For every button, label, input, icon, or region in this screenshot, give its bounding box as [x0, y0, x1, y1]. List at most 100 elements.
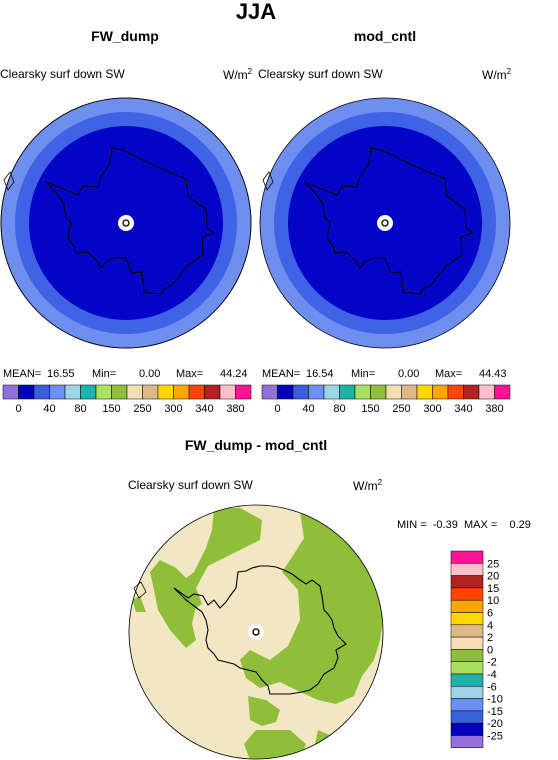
colorbar-tick-label: -6 — [487, 681, 497, 693]
colorbar-tick-label: -15 — [487, 706, 503, 718]
coast-fragment — [3, 171, 15, 191]
colorbar-swatch — [450, 673, 484, 687]
colorbar-swatch — [450, 624, 484, 638]
colorbar-swatch — [188, 384, 205, 400]
colorbar-swatch — [308, 384, 325, 400]
colorbar-swatch — [111, 384, 128, 400]
colorbar-tick-label: -25 — [487, 731, 503, 743]
colorbar-tick-label: 80 — [74, 403, 86, 415]
coast-fragment — [262, 171, 274, 191]
colorbar-tick-label: 0 — [487, 644, 493, 656]
colorbar-tick-label: 10 — [487, 595, 499, 607]
colorbar-swatch — [204, 384, 221, 400]
map-boundary — [0, 97, 252, 349]
colorbar-swatch — [277, 384, 294, 400]
units-label: W/m2 — [353, 478, 383, 493]
colorbar-tick-label: 0 — [274, 403, 280, 415]
colorbar-tick-label: 15 — [487, 583, 499, 595]
panel-fw-dump: FW_dump Clearsky surf down SW W/m2 MEAN=… — [0, 28, 253, 415]
colorbar-tick-label: -20 — [487, 718, 503, 730]
colorbar-swatch — [447, 384, 464, 400]
pole-marker — [377, 215, 393, 231]
colorbar-swatch — [450, 735, 484, 749]
colorbar-tick-label: 0 — [15, 403, 21, 415]
colorbar-swatch — [33, 384, 50, 400]
colorbar-tick-label: 300 — [164, 403, 182, 415]
colorbar-swatch — [235, 384, 252, 400]
colorbar-swatch — [450, 661, 484, 675]
pole-dot — [122, 219, 130, 227]
colorbar-swatch — [450, 710, 484, 724]
colorbar-swatch — [450, 563, 484, 576]
colorbar-swatch — [416, 384, 433, 400]
field-label: Clearsky surf down SW — [128, 478, 253, 492]
polar-map — [128, 504, 384, 760]
pole-dot — [381, 219, 389, 227]
region-outline — [173, 565, 347, 695]
stats-line: MIN = -0.39 MAX = 0.29 — [397, 519, 531, 531]
colorbar-swatch — [478, 384, 495, 400]
colorbar-swatch — [354, 384, 371, 400]
colorbar-swatch — [2, 384, 19, 400]
figure-title: JJA — [236, 0, 276, 24]
field-label: Clearsky surf down SW — [258, 67, 383, 81]
pole-marker — [118, 215, 134, 231]
panel-title: FW_dump - mod_cntl — [185, 437, 327, 453]
colorbar-swatch — [401, 384, 418, 400]
polar-map — [0, 97, 252, 349]
colorbar-swatch — [494, 384, 511, 400]
colorbar-tick-label: -2 — [487, 657, 497, 669]
region-outline — [45, 147, 216, 295]
colorbar-tick-label: 40 — [302, 403, 314, 415]
panel-title: FW_dump — [91, 28, 159, 44]
stats-line: MEAN= 16.54 Min= 0.00 Max= 44.43 — [262, 368, 507, 380]
panel-mod-cntl: mod_cntl Clearsky surf down SW W/m2 MEAN… — [258, 28, 512, 415]
units-label: W/m2 — [223, 67, 253, 82]
colorbar-swatch — [18, 384, 35, 400]
colorbar-swatch — [126, 384, 143, 400]
field-label: Clearsky surf down SW — [0, 67, 125, 81]
colorbar-swatch — [142, 384, 159, 400]
colorbar-swatch — [49, 384, 66, 400]
colorbar-tick-label: -4 — [487, 669, 497, 681]
colorbar-swatch — [95, 384, 112, 400]
colorbar-tick-label: 40 — [43, 403, 55, 415]
colorbar-tick-label: 150 — [102, 403, 120, 415]
colorbar-tick-label: 150 — [361, 403, 379, 415]
colorbar-tick-label: 2 — [487, 632, 493, 644]
colorbar-swatch — [450, 599, 484, 613]
colorbar-swatch — [450, 698, 484, 712]
colorbar-swatch — [450, 722, 484, 736]
colorbar-tick-label: -10 — [487, 694, 503, 706]
polar-map — [259, 97, 511, 349]
colorbar: 0 40 80 150 250 300 340 380 — [2, 384, 252, 415]
colorbar-swatch — [339, 384, 356, 400]
colorbar-tick-label: 300 — [423, 403, 441, 415]
colorbar-swatch — [370, 384, 387, 400]
colorbar-swatch — [450, 649, 484, 662]
colorbar-swatch — [173, 384, 190, 400]
colorbar-swatch — [64, 384, 81, 400]
colorbar-swatch — [463, 384, 480, 400]
pole-dot — [252, 628, 260, 636]
panel-title: mod_cntl — [354, 28, 416, 44]
colorbar-swatch — [450, 587, 484, 601]
colorbar-tick-label: 20 — [487, 571, 499, 583]
colorbar-swatch — [261, 384, 278, 400]
colorbar-swatch — [157, 384, 174, 400]
stats-line: MEAN= 16.55 Min= 0.00 Max= 44.24 — [3, 368, 248, 380]
colorbar-swatch — [450, 575, 484, 589]
colorbar-tick-label: 250 — [133, 403, 151, 415]
map-boundary — [259, 97, 511, 349]
colorbar-tick-label: 25 — [487, 558, 499, 570]
colorbar-tick-label: 380 — [226, 403, 244, 415]
pole-marker — [248, 624, 264, 640]
units-label: W/m2 — [482, 67, 512, 82]
colorbar-swatch — [80, 384, 97, 400]
colorbar-swatch — [323, 384, 340, 400]
colorbar-swatch — [450, 686, 484, 699]
colorbar-swatch — [432, 384, 449, 400]
colorbar: 0 40 80 150 250 300 340 380 — [261, 384, 511, 415]
colorbar-tick-label: 340 — [454, 403, 472, 415]
